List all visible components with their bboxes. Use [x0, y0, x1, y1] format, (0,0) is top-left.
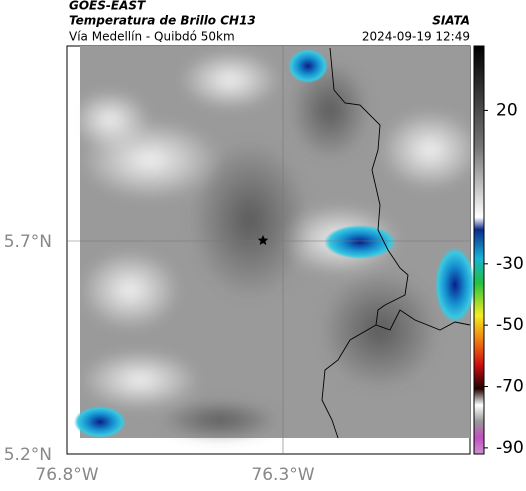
title: GOES-EAST	[69, 0, 146, 13]
map	[66, 45, 480, 455]
colorbar-tick-label: 20	[496, 100, 518, 120]
colorbar-tick-label: -70	[496, 377, 524, 397]
colorbar-tick-label: -30	[496, 254, 524, 274]
lat-label: 5.7°N	[4, 232, 52, 252]
lon-label: 76.3°W	[251, 465, 314, 485]
colorbar	[473, 45, 485, 455]
lon-label: 76.8°W	[35, 465, 98, 485]
colorbar-tick-label: -50	[496, 315, 524, 335]
datetime: 2024-09-19 12:49	[362, 30, 470, 44]
colorbar-tick-label: -90	[496, 438, 524, 458]
route: Vía Medellín - Quibdó 50km	[69, 30, 235, 44]
lat-label: 5.2°N	[4, 445, 52, 465]
source: SIATA	[432, 14, 470, 28]
subtitle: Temperatura de Brillo CH13	[69, 14, 256, 28]
